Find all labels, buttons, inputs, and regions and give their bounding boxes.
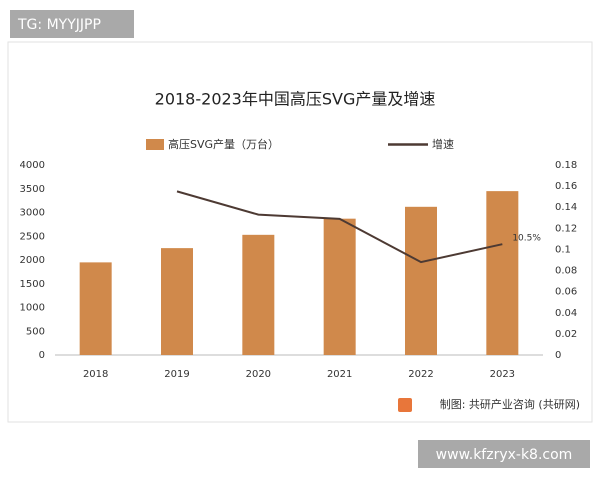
y-tick-label: 3000 <box>20 208 45 219</box>
y-tick-label: 500 <box>26 326 45 337</box>
y2-tick-label: 0.06 <box>555 287 577 298</box>
y2-tick-label: 0.04 <box>555 308 577 319</box>
source: 制图: 共研产业咨询 (共研网) <box>440 397 580 411</box>
badge-text: www.kfzryx-k8.com <box>436 447 573 463</box>
source-icon <box>398 398 412 412</box>
y-tick-label: 2500 <box>20 231 45 242</box>
bar <box>242 234 275 355</box>
chart-title: 2018-2023年中国高压SVG产量及增速 <box>155 90 436 109</box>
y-tick-label: 1000 <box>20 303 45 314</box>
bar <box>486 191 519 355</box>
bar <box>161 248 193 355</box>
y-tick-label: 2000 <box>20 255 45 266</box>
legend-label: 增速 <box>432 137 454 151</box>
x-tick-label: 2019 <box>164 369 189 380</box>
x-tick-label: 2021 <box>327 369 352 380</box>
y-tick-label: 0 <box>39 350 45 361</box>
bar <box>79 262 112 355</box>
x-tick-label: 2018 <box>83 369 108 380</box>
y-tick-label: 4000 <box>20 160 45 171</box>
y2-tick-label: 0.02 <box>555 329 577 340</box>
bar <box>323 218 356 355</box>
y2-tick-label: 0.18 <box>555 160 577 171</box>
y2-tick-label: 0.1 <box>555 244 571 255</box>
badge-bg <box>10 10 134 38</box>
x-tick-label: 2023 <box>490 369 515 380</box>
value-label: 10.5% <box>512 234 541 244</box>
line <box>176 190 503 264</box>
y2-tick-label: 0.08 <box>555 266 577 277</box>
x-tick-label: 2020 <box>246 369 271 380</box>
bar <box>405 206 437 355</box>
badge-bg <box>418 440 590 468</box>
legend-swatch <box>146 139 164 150</box>
y2-tick-label: 0 <box>555 350 561 361</box>
y2-tick-label: 0.16 <box>555 181 577 192</box>
y2-tick-label: 0.14 <box>555 202 577 213</box>
y2-tick-label: 0.12 <box>555 223 577 234</box>
y-tick-label: 1500 <box>20 279 45 290</box>
badge-text: TG: MYYJJPP <box>17 17 101 33</box>
y-tick-label: 3500 <box>20 184 45 195</box>
legend-label: 高压SVG产量（万台） <box>168 137 279 151</box>
x-tick-label: 2022 <box>408 369 433 380</box>
